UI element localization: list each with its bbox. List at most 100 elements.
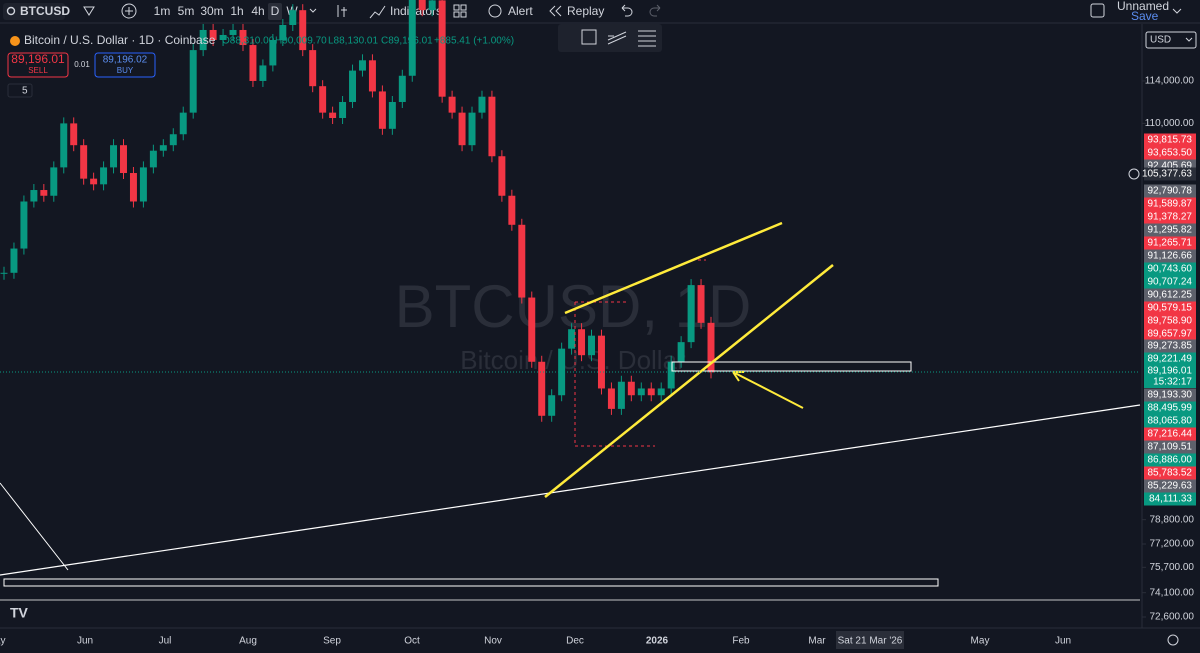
alert-icon <box>488 4 502 18</box>
dashed-range[interactable] <box>574 259 706 447</box>
price-label-box <box>1144 223 1196 237</box>
redo-button[interactable] <box>649 4 661 17</box>
x-tick-label: Aug <box>239 636 257 647</box>
candle <box>309 50 317 87</box>
price-label-box <box>1144 249 1196 263</box>
x-tick-label: Jun <box>77 636 93 647</box>
interval-button[interactable]: 30m <box>200 4 223 18</box>
price-label: 90,579.15 <box>1148 303 1193 314</box>
y-tick-label: 114,000.00 <box>1145 76 1195 87</box>
price-label: 90,707.24 <box>1148 277 1193 288</box>
favorite-icon[interactable] <box>83 6 95 16</box>
trend-line[interactable] <box>0 482 69 571</box>
candle <box>528 297 536 362</box>
indicators-count[interactable]: 5 <box>22 86 28 97</box>
x-tick-label: Sep <box>323 636 341 647</box>
buy-price[interactable]: 89,196.02 <box>103 55 148 66</box>
price-label: 105,377.63 <box>1142 169 1192 180</box>
interval-button[interactable]: 1h <box>230 4 243 18</box>
undo-button[interactable] <box>621 4 633 17</box>
candle <box>269 39 277 66</box>
candle <box>508 195 516 225</box>
yellow-trend-line[interactable] <box>544 264 834 498</box>
yellow-trend-line[interactable] <box>564 221 783 315</box>
candle <box>687 285 695 343</box>
candle <box>339 101 347 119</box>
candle <box>448 96 456 113</box>
x-tick-label: 2026 <box>646 636 669 647</box>
last-price: 89,196.01 <box>1148 366 1193 377</box>
currency-box[interactable] <box>1145 31 1197 49</box>
price-label-box <box>1144 414 1196 428</box>
settings-tool[interactable] <box>638 30 656 47</box>
candle <box>368 60 376 92</box>
buy-label[interactable]: BUY <box>117 66 134 75</box>
crosshair-date-box <box>836 631 904 649</box>
x-tick-label: May <box>0 636 5 647</box>
price-label-box <box>1144 133 1196 147</box>
currency[interactable]: USD <box>1150 35 1171 46</box>
symbol[interactable]: BTCUSD <box>20 4 70 18</box>
price-label-box <box>1144 314 1196 328</box>
sell-label[interactable]: SELL <box>28 66 48 75</box>
price-label: 86,886.00 <box>1148 455 1193 466</box>
candle <box>279 24 287 40</box>
price-label-box <box>1144 167 1196 181</box>
price-label-box <box>1144 146 1196 160</box>
layout-name[interactable]: Unnamed <box>1117 0 1169 13</box>
candle <box>100 167 108 185</box>
compare-button[interactable] <box>121 3 137 19</box>
candle <box>40 190 48 196</box>
chart-type-icon[interactable] <box>337 5 347 17</box>
rectangle-drawing[interactable] <box>3 578 939 587</box>
add-alert-button[interactable] <box>1128 168 1140 180</box>
price-label-box <box>1144 236 1196 250</box>
buy-button[interactable] <box>94 52 156 78</box>
replay-button[interactable]: Replay <box>567 4 604 18</box>
last-price-box <box>1144 364 1196 388</box>
price-label: 92,790.78 <box>1148 186 1193 197</box>
interval-button[interactable]: 1m <box>154 4 171 18</box>
save-label[interactable]: Save <box>1131 9 1159 23</box>
symbol-box[interactable] <box>3 3 65 20</box>
interval-button[interactable]: D <box>271 4 280 18</box>
lines-tool[interactable] <box>607 31 627 45</box>
layout-icon[interactable] <box>1090 3 1105 18</box>
interval-button[interactable]: 4h <box>251 4 264 18</box>
layout-menu[interactable] <box>1172 8 1182 14</box>
settings-button[interactable] <box>1167 634 1179 646</box>
price-label-box <box>1144 301 1196 315</box>
candle <box>498 156 506 196</box>
alert-button[interactable]: Alert <box>508 4 533 18</box>
candle <box>50 167 58 196</box>
templates-icon <box>460 4 467 11</box>
price-label: 93,815.73 <box>1148 135 1193 146</box>
price-label-box <box>1144 388 1196 402</box>
interval-menu[interactable] <box>309 8 317 13</box>
rectangle-drawing[interactable] <box>671 361 912 372</box>
candle <box>139 167 147 202</box>
price-label: 85,229.63 <box>1148 481 1193 492</box>
candle <box>189 50 197 113</box>
price-label: 84,111.33 <box>1149 494 1192 505</box>
x-tick-label: Feb <box>732 636 750 647</box>
candle <box>358 60 366 71</box>
candle <box>588 335 595 356</box>
interval-active <box>268 3 282 20</box>
price-label: 85,783.52 <box>1148 468 1193 479</box>
trend-line[interactable] <box>0 404 1141 576</box>
price-label: 91,589.87 <box>1148 199 1193 210</box>
candle <box>607 388 615 409</box>
sell-button[interactable] <box>7 52 69 78</box>
templates-icon[interactable] <box>453 4 460 11</box>
sell-price[interactable]: 89,196.01 <box>11 52 65 66</box>
select-tool[interactable] <box>581 29 597 45</box>
indicators-toggle[interactable] <box>7 83 33 98</box>
price-label-box <box>1144 492 1196 506</box>
y-tick-label: 74,100.00 <box>1150 587 1195 598</box>
interval-button[interactable]: 5m <box>178 4 195 18</box>
price-label-box <box>1144 479 1196 493</box>
price-label: 87,216.44 <box>1148 429 1193 440</box>
candle <box>478 96 486 113</box>
